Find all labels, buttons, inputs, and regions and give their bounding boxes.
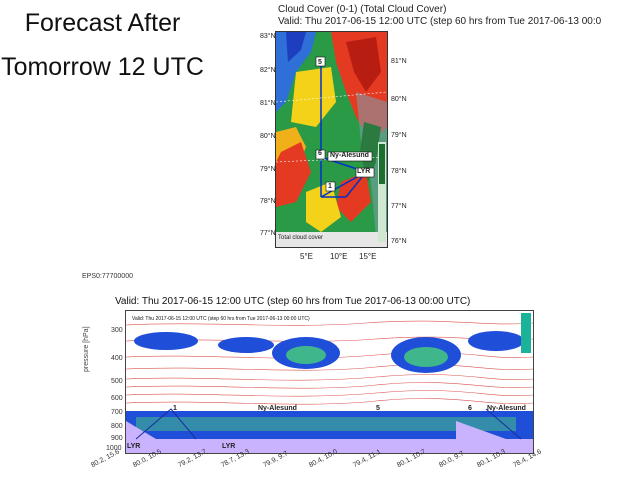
map-station-label: Ny-Alesund <box>330 152 369 159</box>
figure-id: EPS0:77700000 <box>82 273 133 280</box>
y-tick-label: 400 <box>111 355 123 362</box>
slide-title-line2: Tomorrow 12 UTC <box>1 53 204 81</box>
map-marker-label: 5 <box>318 59 322 66</box>
xs-marker: Ny-Alesund <box>487 405 526 412</box>
inner-valid-text: Valid: Thu 2017-06-15 12:00 UTC (step 60… <box>132 316 310 322</box>
map-valid: Valid: Thu 2017-06-15 12:00 UTC (step 60… <box>278 16 602 27</box>
map-marker-label: 6 <box>318 150 322 157</box>
lon-label: 10°E <box>330 252 348 261</box>
xs-marker: LYR <box>127 443 141 450</box>
xs-marker: 6 <box>468 405 472 412</box>
lat-label-left: 83°N <box>260 33 276 40</box>
xs-marker: Ny-Alesund <box>258 405 297 412</box>
map-marker-label: 1 <box>328 183 332 190</box>
y-tick-label: 1000 <box>106 445 122 452</box>
y-tick-label: 300 <box>111 327 123 334</box>
cross-section-plot: Valid: Thu 2017-06-15 12:00 UTC (step 60… <box>125 310 534 454</box>
y-tick-label: 900 <box>111 435 123 442</box>
lat-label-right: 76°N <box>391 238 407 245</box>
lon-label: 5°E <box>300 252 313 261</box>
xs-marker: LYR <box>222 443 236 450</box>
cloud-cover-map <box>275 31 388 248</box>
lat-label-right: 78°N <box>391 168 407 175</box>
cross-section-valid: Valid: Thu 2017-06-15 12:00 UTC (step 60… <box>115 296 471 307</box>
lat-label-right: 79°N <box>391 132 407 139</box>
y-tick-label: 700 <box>111 409 123 416</box>
y-tick-label: 600 <box>111 395 123 402</box>
y-tick-label: 500 <box>111 378 123 385</box>
lat-label-left: 80°N <box>260 133 276 140</box>
slide-title-line1: Forecast After <box>24 9 181 37</box>
map-title: Cloud Cover (0-1) (Total Cloud Cover) <box>278 4 447 15</box>
y-tick-label: 800 <box>111 423 123 430</box>
y-axis-title: pressure [hPa] <box>83 326 90 372</box>
lat-label-right: 80°N <box>391 96 407 103</box>
lat-label-left: 82°N <box>260 67 276 74</box>
lat-label-right: 81°N <box>391 58 407 65</box>
lat-label-left: 77°N <box>260 230 276 237</box>
lat-label-right: 77°N <box>391 203 407 210</box>
xs-marker: 1 <box>173 405 177 412</box>
lat-label-left: 78°N <box>260 198 276 205</box>
lat-label-left: 79°N <box>260 166 276 173</box>
lat-label-left: 81°N <box>260 100 276 107</box>
xs-marker: 5 <box>376 405 380 412</box>
map-station-label: LYR <box>357 168 371 175</box>
map-footer-note: Total cloud cover <box>278 235 324 241</box>
lon-label: 15°E <box>359 252 377 261</box>
